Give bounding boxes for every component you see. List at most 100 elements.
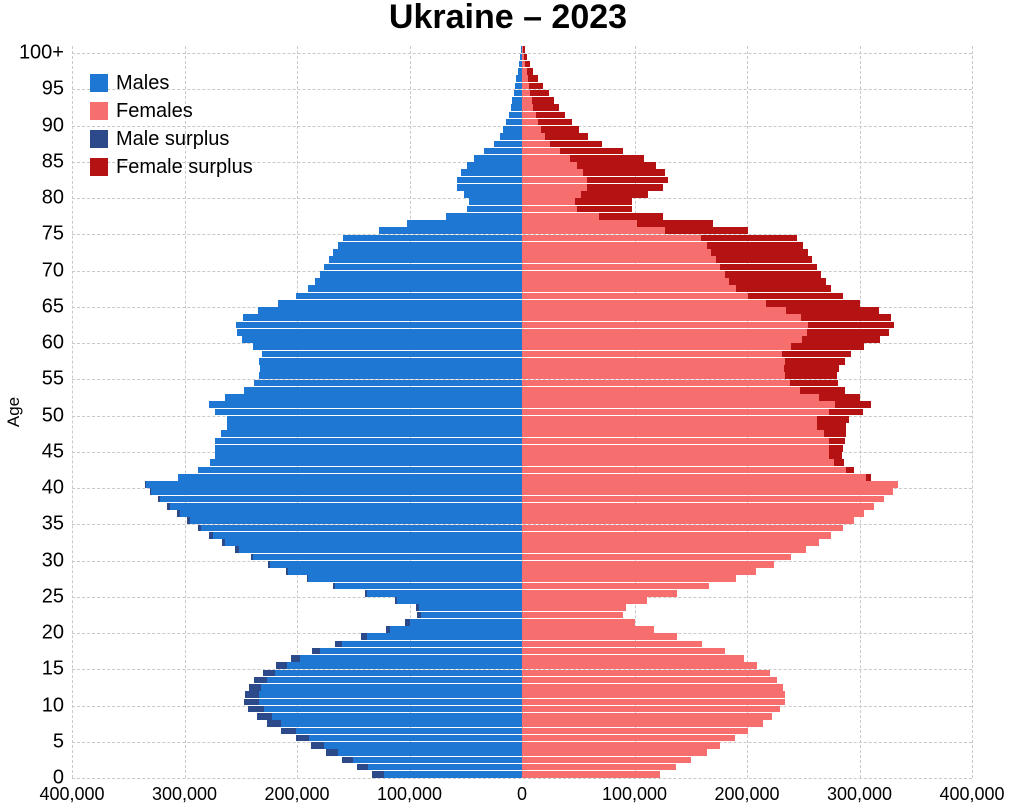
- bar-female: [522, 459, 834, 466]
- bar-female: [522, 409, 829, 416]
- bar-male: [180, 510, 522, 517]
- bar-male: [215, 445, 522, 452]
- legend-label: Female surplus: [116, 157, 253, 177]
- bar-male: [320, 271, 523, 278]
- y-tick-label: 20: [0, 622, 64, 645]
- bar-female: [522, 293, 748, 300]
- bar-male: [320, 648, 523, 655]
- bar-female: [522, 474, 866, 481]
- y-tick-label: 5: [0, 730, 64, 753]
- bar-female: [522, 97, 532, 104]
- bar-female: [522, 691, 785, 698]
- x-tick-label: 200,000: [714, 784, 779, 805]
- bar-female: [522, 256, 716, 263]
- bar-female: [522, 517, 854, 524]
- y-tick-label: 85: [0, 150, 64, 173]
- bar-male: [288, 568, 522, 575]
- bar-male: [494, 141, 522, 148]
- bar-male: [338, 242, 523, 249]
- x-tick-label: 100,000: [377, 784, 442, 805]
- bar-female: [522, 126, 541, 133]
- bar-female: [522, 235, 701, 242]
- bar-male: [253, 343, 522, 350]
- x-tick-label: 300,000: [152, 784, 217, 805]
- bar-male: [227, 416, 522, 423]
- bar-female: [522, 655, 744, 662]
- bar-male: [467, 162, 522, 169]
- bar-female: [522, 278, 729, 285]
- bar-male: [511, 104, 522, 111]
- bar-male: [474, 155, 522, 162]
- bar-female: [522, 662, 757, 669]
- bar-female: [522, 148, 560, 155]
- bar-female: [522, 90, 530, 97]
- bar-female: [522, 394, 819, 401]
- bar-female: [522, 677, 777, 684]
- bar-male: [243, 314, 522, 321]
- bar-female: [522, 372, 785, 379]
- bar-male: [254, 380, 522, 387]
- bar-male: [227, 423, 522, 430]
- bar-male: [514, 90, 522, 97]
- bar-female: [522, 351, 782, 358]
- bar-female: [522, 445, 829, 452]
- bar-female: [522, 358, 785, 365]
- y-tick-label: 50: [0, 404, 64, 427]
- bar-male: [278, 300, 522, 307]
- bar-male: [329, 256, 523, 263]
- bar-male: [390, 626, 522, 633]
- bar-male: [213, 532, 522, 539]
- bar-male: [215, 438, 522, 445]
- bar-female: [522, 510, 864, 517]
- bar-female: [522, 699, 785, 706]
- bar-male: [410, 619, 523, 626]
- bar-male: [262, 351, 522, 358]
- bar-male: [324, 742, 522, 749]
- bar-male: [446, 213, 523, 220]
- legend-swatch: [90, 130, 108, 148]
- bar-female: [522, 597, 647, 604]
- bar-male: [309, 735, 522, 742]
- bar-male: [209, 401, 522, 408]
- legend-item: Males: [90, 73, 253, 93]
- bar-male: [270, 561, 522, 568]
- bar-male: [379, 227, 522, 234]
- bar-female: [522, 438, 829, 445]
- bar-female: [522, 496, 884, 503]
- legend-item: Female surplus: [90, 157, 253, 177]
- y-tick-label: 65: [0, 295, 64, 318]
- legend-label: Male surplus: [116, 129, 229, 149]
- bar-female: [522, 119, 538, 126]
- bar-female: [522, 169, 583, 176]
- bar-female: [522, 365, 784, 372]
- bar-female: [522, 61, 525, 68]
- bar-male: [315, 278, 522, 285]
- y-tick-label: 30: [0, 549, 64, 572]
- chart-container: Ukraine – 2023 Age 400,000300,000200,000…: [0, 0, 1016, 809]
- bar-female: [522, 554, 791, 561]
- x-tick-label: 200,000: [264, 784, 329, 805]
- y-tick-label: 90: [0, 114, 64, 137]
- bar-male: [308, 285, 522, 292]
- bar-female: [522, 198, 575, 205]
- bar-female: [522, 467, 846, 474]
- y-tick-label: 15: [0, 658, 64, 681]
- bar-male: [215, 452, 522, 459]
- bar-male: [343, 235, 522, 242]
- bar-male: [259, 691, 522, 698]
- bar-male: [467, 206, 522, 213]
- bar-female: [522, 314, 801, 321]
- bar-male: [259, 358, 522, 365]
- bar-female: [522, 141, 550, 148]
- bar-male: [503, 126, 522, 133]
- x-tick-label: 300,000: [827, 784, 892, 805]
- bar-female: [522, 633, 677, 640]
- bar-female: [522, 46, 523, 53]
- bar-male: [469, 198, 522, 205]
- bar-female: [522, 336, 802, 343]
- bar-female: [522, 771, 660, 778]
- chart-title: Ukraine – 2023: [0, 0, 1016, 37]
- bar-male: [259, 699, 522, 706]
- bar-female: [522, 735, 735, 742]
- bar-female: [522, 539, 819, 546]
